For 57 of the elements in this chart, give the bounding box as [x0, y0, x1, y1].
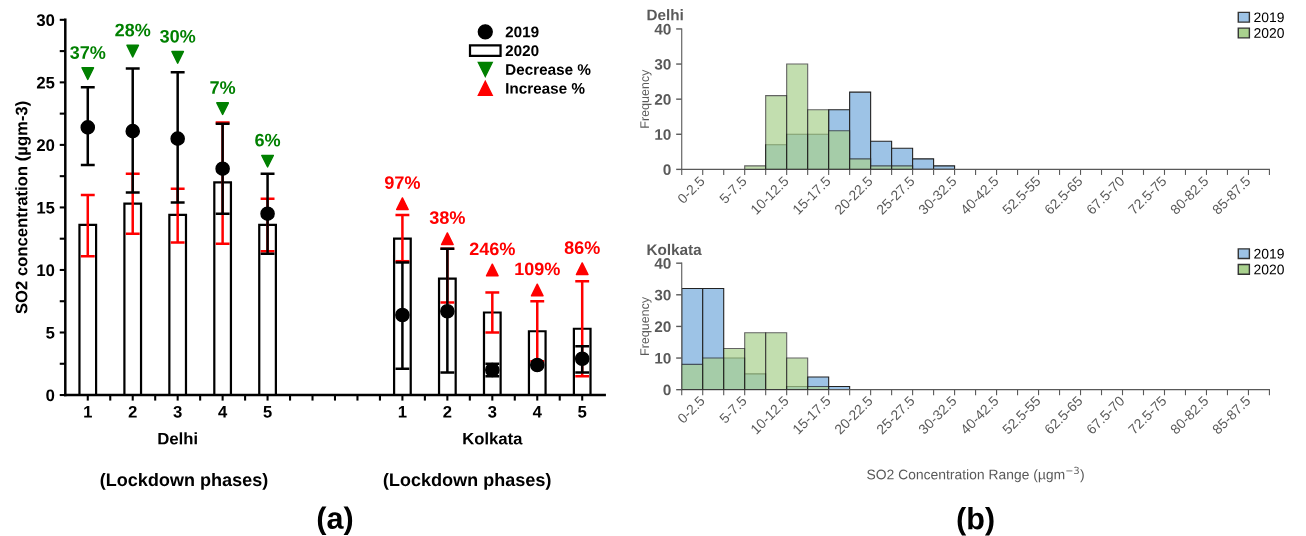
- text: (Lockdown phases): [383, 472, 551, 490]
- legend-label: Decrease %: [506, 64, 591, 75]
- text: (Lockdown phases): [100, 472, 268, 490]
- text: (a): [317, 506, 353, 535]
- y-tick-label: 20: [654, 94, 671, 105]
- y-tick-label: 40: [654, 23, 671, 35]
- x-tick-label: 3: [488, 405, 497, 418]
- y-tick-label: 0: [46, 389, 55, 402]
- y-tick-label: 0: [663, 384, 671, 396]
- x-tick-label: 2: [443, 405, 452, 418]
- y-axis-title: SO2 concentration (µgm-3): [15, 101, 31, 314]
- y-axis-title: Frequency: [640, 296, 652, 355]
- y-tick-label: 25: [36, 76, 55, 89]
- y-tick-label: 5: [46, 327, 55, 339]
- annotation: 37%: [70, 46, 106, 59]
- annotation: 97%: [384, 176, 420, 189]
- text: Delhi: [158, 432, 197, 445]
- annotation: 246%: [469, 242, 515, 256]
- y-tick-label: 0: [663, 164, 671, 176]
- text: Kolkata: [463, 432, 523, 445]
- x-tick-label: 5: [578, 406, 587, 418]
- legend-label: Increase %: [506, 82, 585, 94]
- legend-label: 2020: [1254, 28, 1284, 38]
- x-tick-label: 3: [173, 405, 182, 418]
- legend-label: 2019: [1254, 248, 1284, 259]
- y-tick-label: 30: [654, 58, 671, 70]
- x-axis-title: SO2 Concentration Range (µgm$^{−3}$): [867, 466, 1084, 483]
- y-tick-label: 10: [37, 264, 55, 277]
- legend-label: 2020: [505, 45, 539, 57]
- annotation: 7%: [210, 81, 236, 94]
- legend-label: 2019: [505, 26, 539, 38]
- y-tick-label: 15: [37, 202, 55, 214]
- y-tick-label: 20: [36, 139, 55, 152]
- x-tick-label: 1: [84, 406, 92, 418]
- y-tick-label: 30: [654, 289, 671, 301]
- x-tick-label: 4: [218, 406, 228, 418]
- text: (b): [957, 506, 994, 536]
- annotation: 28%: [115, 23, 151, 37]
- legend-label: 2020: [1254, 264, 1284, 275]
- annotation: 38%: [429, 211, 465, 225]
- legend-label: 2019: [1254, 12, 1284, 23]
- y-axis-title: Frequency: [640, 69, 652, 128]
- y-tick-label: 10: [655, 129, 671, 140]
- annotation: 30%: [160, 29, 196, 43]
- chart-title: Kolkata: [647, 243, 702, 256]
- x-tick-label: 2: [128, 405, 137, 418]
- y-tick-label: 10: [655, 352, 671, 364]
- chart-title: Delhi: [647, 9, 683, 21]
- annotation: 109%: [515, 262, 560, 276]
- annotation: 86%: [564, 241, 600, 255]
- y-tick-label: 30: [36, 14, 55, 27]
- x-tick-label: 1: [398, 406, 407, 418]
- y-tick-label: 20: [654, 321, 671, 333]
- annotation: 6%: [255, 133, 281, 147]
- y-tick-label: 40: [654, 258, 671, 269]
- x-tick-label: 5: [263, 406, 272, 418]
- x-tick-label: 4: [532, 406, 542, 418]
